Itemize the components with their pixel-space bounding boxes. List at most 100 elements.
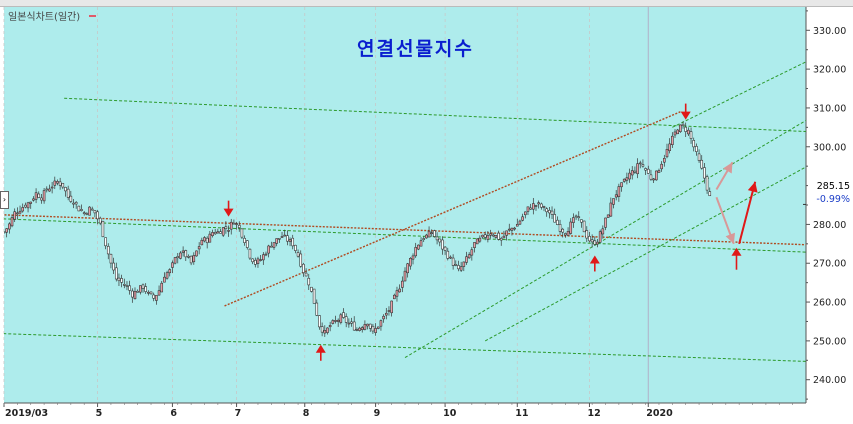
candle-body — [515, 224, 519, 227]
candle-body — [120, 278, 123, 283]
current-price-tag: 285.15 — [808, 181, 853, 193]
candle-body — [548, 209, 551, 214]
candle-body — [473, 242, 476, 249]
candle-body — [382, 315, 385, 320]
candle-body — [318, 315, 321, 328]
left-scroll-handle[interactable]: › — [0, 191, 9, 209]
candle-body — [168, 269, 172, 274]
candle-body — [147, 291, 150, 294]
candle-body — [176, 256, 180, 259]
candle-body — [299, 253, 303, 267]
candle-body — [21, 207, 25, 212]
candle-body — [703, 167, 706, 179]
candle-body — [689, 131, 693, 139]
candle-body — [542, 206, 546, 208]
candle-body — [393, 294, 396, 300]
candle-body — [462, 261, 466, 267]
candle-body — [475, 238, 479, 245]
candle-body — [663, 158, 666, 163]
candle-body — [403, 270, 407, 282]
candle-body — [679, 124, 682, 133]
projection-arrow-up-red — [738, 181, 757, 245]
candle-body — [90, 208, 94, 211]
candle-body — [72, 202, 75, 205]
candle-body — [636, 163, 639, 175]
candle-body — [248, 248, 252, 259]
candle-body — [243, 237, 246, 243]
candle-body — [296, 252, 300, 257]
candle-body — [601, 228, 605, 235]
x-axis-panel — [0, 403, 806, 424]
candle-body — [532, 203, 535, 210]
candle-body — [360, 327, 364, 331]
y-tick-label: 240.00 — [813, 375, 846, 386]
candle-body — [497, 232, 500, 240]
candle-body — [275, 238, 278, 244]
candle-body — [540, 203, 543, 208]
candle-body — [29, 201, 33, 204]
candle-body — [638, 162, 642, 165]
candle-body — [302, 263, 305, 273]
y-tick-label: 320.00 — [813, 65, 846, 76]
candle-body — [553, 214, 557, 223]
green-trendline — [4, 218, 806, 253]
candle-body — [32, 198, 35, 201]
candle-body — [106, 246, 110, 255]
candle-body — [646, 168, 650, 174]
candle-body — [494, 235, 498, 238]
candle-body — [414, 247, 417, 257]
candle-body — [114, 267, 118, 280]
candle-body — [556, 219, 559, 225]
candle-body — [152, 294, 156, 299]
candle-body — [245, 240, 249, 248]
candle-body — [10, 217, 14, 227]
signal-arrow-up-head — [731, 247, 742, 256]
candle-body — [505, 230, 508, 236]
candle-body — [355, 329, 359, 331]
candle-body — [187, 256, 190, 258]
candle-body — [687, 129, 690, 135]
candle-body — [18, 210, 22, 214]
y-tick-label: 310.00 — [813, 103, 846, 114]
candle-body — [411, 255, 415, 260]
candle-body — [125, 285, 129, 287]
candle-body — [641, 164, 645, 167]
candle-body — [320, 326, 324, 333]
top-toolbar[interactable] — [0, 0, 853, 7]
candle-body — [526, 206, 530, 212]
chart-title: 연결선물지수 — [357, 38, 474, 60]
candle-body — [219, 231, 222, 234]
candle-body — [101, 220, 105, 238]
candle-body — [326, 327, 329, 333]
candle-body — [352, 321, 356, 331]
candle-body — [633, 170, 637, 173]
x-tick-label: 10 — [443, 408, 457, 419]
candle-body — [123, 284, 126, 286]
candle-body — [588, 236, 591, 242]
candle-body — [307, 277, 311, 286]
candle-body — [617, 186, 621, 197]
candle-body — [216, 231, 220, 234]
candle-body — [395, 290, 399, 297]
candle-body — [417, 244, 420, 250]
candle-body — [598, 231, 602, 243]
candle-body — [523, 211, 527, 216]
candle-body — [195, 250, 198, 257]
candle-body — [181, 250, 185, 253]
candle-body — [534, 205, 538, 207]
candle-body — [240, 228, 244, 238]
candle-body — [705, 176, 709, 191]
candle-body — [499, 238, 503, 241]
candle-body — [550, 210, 554, 215]
candle-body — [184, 250, 188, 258]
candle-body — [286, 235, 289, 242]
candle-body — [692, 140, 696, 148]
candle-body — [441, 239, 444, 250]
candle-body — [435, 236, 439, 241]
candle-body — [262, 254, 265, 261]
candle-body — [328, 325, 332, 328]
candle-body — [665, 149, 669, 158]
candle-body — [310, 286, 313, 292]
